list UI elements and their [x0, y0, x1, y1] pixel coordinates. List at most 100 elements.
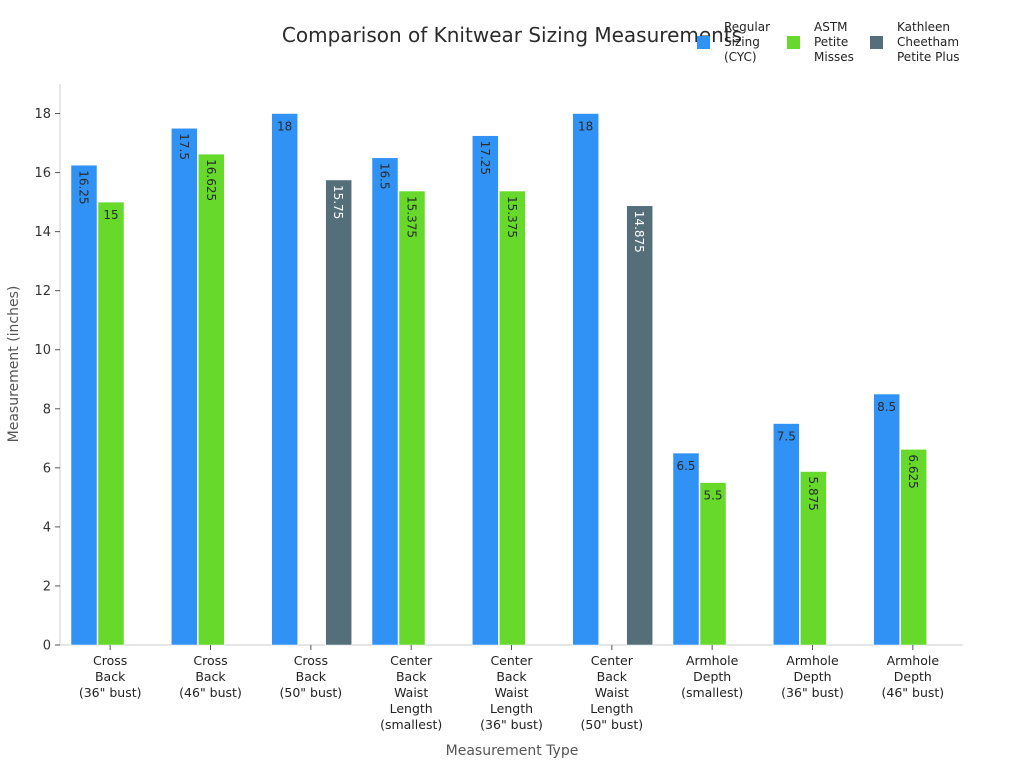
bar-data-label: 15.75	[331, 185, 345, 219]
legend-swatch	[870, 36, 883, 49]
x-tick-label: Length	[590, 701, 633, 716]
x-tick-label: (smallest)	[380, 717, 442, 732]
bar[interactable]	[900, 449, 927, 646]
legend-label: Sizing	[724, 35, 760, 49]
y-tick-label: 6	[43, 461, 51, 476]
x-tick-label: (36" bust)	[781, 685, 844, 700]
bar[interactable]	[271, 113, 298, 646]
y-tick-label: 10	[34, 343, 51, 358]
x-tick-label: Waist	[595, 685, 629, 700]
bar[interactable]	[572, 113, 599, 646]
y-tick-label: 12	[34, 284, 51, 299]
bar[interactable]	[171, 128, 198, 646]
legend-label: Petite Plus	[897, 50, 960, 64]
x-tick-label: (36" bust)	[480, 717, 543, 732]
bar[interactable]	[70, 164, 98, 646]
x-tick-label: Back	[597, 669, 628, 684]
bar[interactable]	[325, 179, 352, 646]
bar[interactable]	[773, 423, 800, 646]
x-tick-label: Back	[195, 669, 226, 684]
x-tick-label: Center	[591, 653, 634, 668]
y-tick-label: 14	[34, 225, 51, 240]
bar-data-label: 18	[578, 120, 593, 134]
y-tick-label: 0	[43, 639, 51, 654]
x-tick-label: Cross	[294, 653, 328, 668]
bar[interactable]	[371, 157, 399, 646]
y-tick-label: 16	[34, 166, 51, 181]
bar[interactable]	[472, 135, 499, 646]
bar-data-label: 5.875	[806, 477, 820, 511]
legend-swatch	[697, 36, 710, 49]
x-tick-label: Waist	[394, 685, 428, 700]
bar-data-label: 7.5	[777, 430, 796, 444]
x-tick-label: (46" bust)	[882, 685, 945, 700]
x-tick-label: (36" bust)	[79, 685, 142, 700]
legend-label: Regular	[724, 20, 770, 34]
legend-label: ASTM	[814, 20, 848, 34]
legend-label: (CYC)	[724, 50, 757, 64]
x-tick-label: Back	[95, 669, 126, 684]
x-tick-label: Depth	[693, 669, 731, 684]
bar-data-label: 16.25	[77, 170, 91, 204]
y-tick-label: 18	[34, 107, 51, 122]
x-tick-label: (50" bust)	[280, 685, 343, 700]
x-tick-label: Armhole	[786, 653, 839, 668]
legend-label: Cheetham	[897, 35, 959, 49]
bar[interactable]	[626, 205, 653, 646]
bar-data-label: 15.375	[405, 196, 419, 238]
x-tick-label: Cross	[193, 653, 227, 668]
bar[interactable]	[873, 393, 900, 646]
bar[interactable]	[398, 190, 426, 646]
x-tick-label: Armhole	[887, 653, 940, 668]
bar[interactable]	[699, 482, 727, 646]
x-tick-label: Center	[390, 653, 433, 668]
x-tick-label: Armhole	[686, 653, 739, 668]
bar-data-label: 16.625	[204, 159, 218, 201]
bars	[70, 113, 927, 646]
legend-label: Petite	[814, 35, 848, 49]
bar[interactable]	[800, 471, 827, 646]
bar-data-label: 17.5	[177, 133, 191, 160]
y-axis-title: Measurement (inches)	[6, 286, 22, 443]
x-tick-label: (46" bust)	[179, 685, 242, 700]
chart-title: Comparison of Knitwear Sizing Measuremen…	[282, 23, 742, 47]
y-tick-label: 4	[43, 520, 51, 535]
legend-label: Misses	[814, 50, 854, 64]
x-tick-label: Back	[496, 669, 527, 684]
bar-data-label: 14.875	[632, 211, 646, 253]
legend-label: Kathleen	[897, 20, 950, 34]
x-tick-label: Back	[396, 669, 427, 684]
x-tick-label: Length	[390, 701, 433, 716]
x-tick-label: Cross	[93, 653, 127, 668]
bar-data-label: 8.5	[877, 400, 896, 414]
bar-data-label: 15.375	[505, 196, 519, 238]
x-axis-title: Measurement Type	[446, 743, 579, 759]
x-tick-label: Waist	[494, 685, 528, 700]
y-tick-label: 8	[43, 402, 51, 417]
x-tick-label: Length	[490, 701, 533, 716]
data-labels: 16.25 15 17.5 16.625 18 15.75 16.5 15.375 17.25 1…	[77, 120, 921, 511]
bar[interactable]	[97, 201, 125, 646]
bar-data-label: 18	[277, 120, 292, 134]
bar[interactable]	[672, 452, 700, 646]
x-tick-label: (50" bust)	[581, 717, 644, 732]
bar-data-label: 5.5	[703, 489, 722, 503]
x-tick-label: (smallest)	[681, 685, 743, 700]
bar[interactable]	[499, 190, 526, 646]
bar-data-label: 6.5	[676, 459, 695, 473]
bar-data-label: 15	[103, 208, 118, 222]
bar-data-label: 17.25	[478, 141, 492, 175]
x-tick-label: Back	[296, 669, 327, 684]
bar[interactable]	[198, 153, 225, 646]
bar-data-label: 6.625	[906, 454, 920, 488]
x-tick-label: Depth	[894, 669, 932, 684]
x-tick-label: Depth	[793, 669, 831, 684]
bar-data-label: 16.5	[378, 163, 392, 190]
